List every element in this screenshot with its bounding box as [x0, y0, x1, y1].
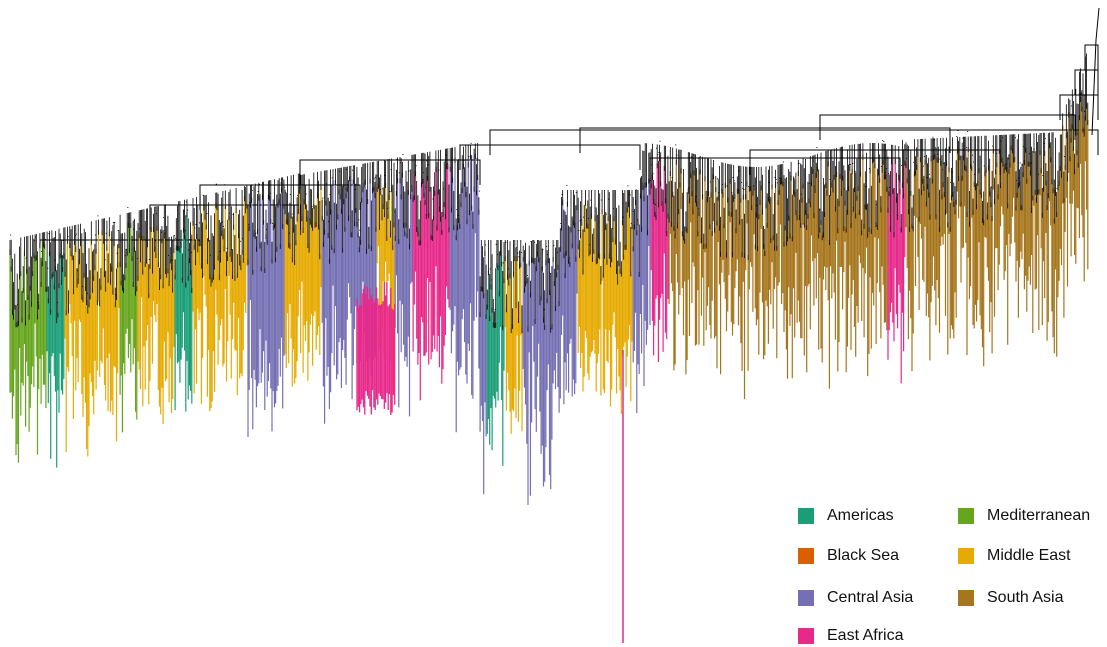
legend-label-americas: Americas: [827, 507, 894, 524]
legend-item-middle-east: Middle East: [958, 545, 1071, 567]
tree-tips: [9, 97, 1089, 643]
legend-swatch-central-asia: [798, 590, 814, 606]
legend-swatch-south-asia: [958, 590, 974, 606]
legend-label-mediterranean: Mediterranean: [987, 507, 1091, 524]
legend-label-east-africa: East Africa: [827, 627, 904, 644]
legend-label-black-sea: Black Sea: [827, 547, 900, 564]
legend-item-americas: Americas: [798, 505, 894, 527]
legend-item-mediterranean: Mediterranean: [958, 505, 1090, 527]
tree-internal-branches: [9, 53, 1089, 334]
legend-label-middle-east: Middle East: [987, 547, 1071, 564]
legend-label-central-asia: Central Asia: [827, 589, 914, 606]
legend-label-south-asia: South Asia: [987, 589, 1064, 606]
legend-item-central-asia: Central Asia: [798, 587, 913, 609]
legend-swatch-middle-east: [958, 548, 974, 564]
legend-item-black-sea: Black Sea: [798, 545, 899, 567]
legend-swatch-americas: [798, 508, 814, 524]
legend-item-south-asia: South Asia: [958, 587, 1064, 609]
legend-swatch-mediterranean: [958, 508, 974, 524]
legend-item-east-africa: East Africa: [798, 625, 903, 647]
legend-swatch-black-sea: [798, 548, 814, 564]
legend-swatch-east-africa: [798, 628, 814, 644]
legend: Americas Black Sea Central Asia East Afr…: [798, 505, 1107, 647]
